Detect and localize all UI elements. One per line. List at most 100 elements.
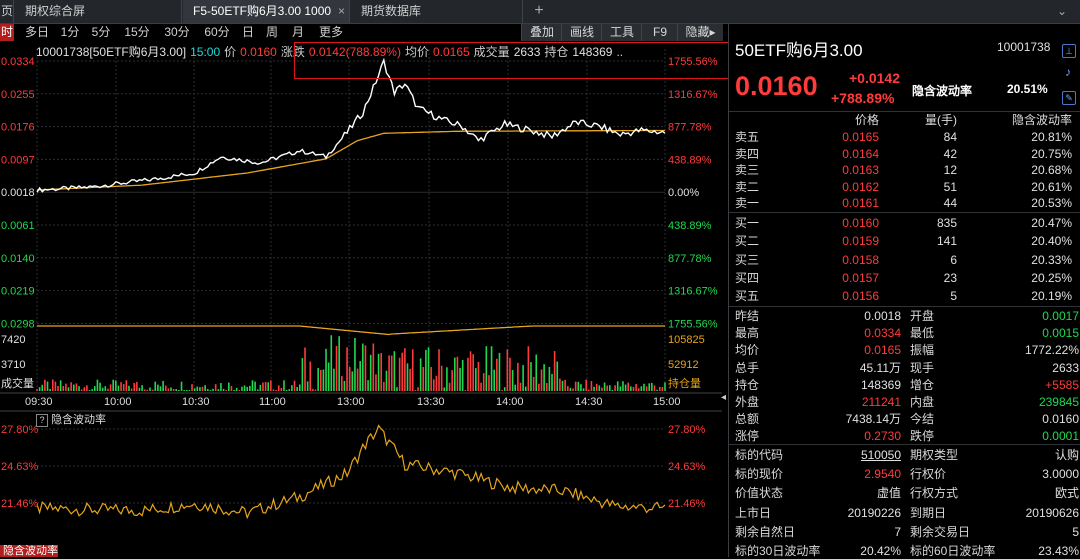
period-button[interactable]: 多日	[24, 25, 49, 39]
f9-button[interactable]: F9	[641, 24, 678, 41]
stat-row[interactable]: 价值状态 虚值 行权方式 欧式	[729, 485, 1080, 501]
stat-row[interactable]: 昨结 0.0018 开盘 0.0017	[729, 308, 1080, 324]
volume-bar	[582, 388, 585, 391]
stat-row[interactable]: 总额 7438.14万 今结 0.0160	[729, 411, 1080, 427]
tab-label: F5-50ETF购6月3.00 1000	[193, 4, 332, 18]
stat-label: 期权类型	[910, 448, 959, 462]
bid-row[interactable]: 买四 0.0157 23 20.25%	[729, 270, 1080, 286]
ask-row[interactable]: 卖三 0.0163 12 20.68%	[729, 162, 1080, 178]
stat-row[interactable]: 外盘 211241 内盘 239845	[729, 394, 1080, 410]
edit-icon[interactable]: ✎	[1062, 91, 1076, 105]
add-tab-icon[interactable]: +	[534, 2, 544, 19]
volume-bar	[475, 368, 477, 391]
stat-value: 20.42%	[860, 544, 901, 558]
period-button[interactable]: 15分	[124, 25, 150, 39]
ask-row[interactable]: 卖四 0.0164 42 20.75%	[729, 146, 1080, 162]
tools-button[interactable]: 工具	[601, 24, 642, 41]
stat-row[interactable]: 剩余自然日 7 剩余交易日 5	[729, 524, 1080, 540]
stat-label: 到期日	[910, 505, 947, 520]
orderbook-header: 价格 量(手) 隐含波动率	[729, 112, 1080, 128]
volume-bar	[372, 343, 375, 391]
volume-bar	[630, 386, 632, 391]
bid-vol: 5	[950, 289, 957, 304]
tab-page[interactable]: 页	[0, 0, 14, 23]
ask-row[interactable]: 卖二 0.0162 51 20.61%	[729, 179, 1080, 195]
period-button[interactable]: 5分	[91, 25, 111, 39]
price-label: 价	[224, 45, 237, 59]
stat-label: 持仓	[735, 377, 760, 392]
period-button[interactable]: 周	[265, 25, 278, 39]
stat-row[interactable]: 总手 45.11万 现手 2633	[729, 360, 1080, 376]
period-button[interactable]: 30分	[164, 25, 190, 39]
volume-bar	[317, 368, 319, 391]
volume-bar	[230, 386, 233, 391]
volume-bar	[99, 382, 101, 391]
ask-level: 卖五	[735, 130, 760, 144]
volume-bar	[270, 380, 272, 391]
stat-row[interactable]: 涨停 0.2730 跌停 0.0001	[729, 428, 1080, 444]
volume-bar	[388, 355, 390, 391]
period-button[interactable]: 60分	[204, 25, 230, 39]
help-icon[interactable]: ?	[36, 414, 48, 427]
period-button[interactable]: 月	[291, 25, 304, 39]
bid-iv: 20.47%	[1031, 216, 1072, 230]
volume-bar	[206, 389, 209, 391]
price-tick-right: 877.78%	[668, 253, 712, 265]
volume-bar	[193, 388, 196, 391]
volume-bar	[451, 370, 453, 391]
volume-bar	[141, 385, 143, 391]
stat-row[interactable]: 标的现价 2.9540 行权价 3.0000	[729, 466, 1080, 482]
hide-button[interactable]: 隐藏▸	[677, 24, 723, 41]
bid-row[interactable]: 买一 0.0160 835 20.47%	[729, 215, 1080, 231]
price-tick-left: 0.0140	[1, 253, 35, 265]
volume-bar	[41, 384, 44, 391]
header-vol: 量(手)	[925, 113, 957, 127]
stat-row[interactable]: 均价 0.0165 振幅 1772.22%	[729, 342, 1080, 358]
ask-iv: 20.68%	[1031, 163, 1072, 178]
volume-bar	[524, 386, 527, 391]
stat-label: 标的代码	[735, 448, 784, 462]
stat-row[interactable]: 标的30日波动率 20.42% 标的60日波动率 23.43%	[729, 543, 1080, 559]
volume-bar	[456, 356, 459, 391]
bottom-tab-iv[interactable]: 隐含波动率	[0, 545, 58, 557]
bid-vol: 141	[936, 234, 957, 249]
ask-row[interactable]: 卖一 0.0161 44 20.53%	[729, 195, 1080, 211]
intraday-chart[interactable]: 0.0334 1755.56% 0.0255 1316.67% 0.0176 877.78…	[0, 41, 728, 557]
pin-icon[interactable]: ⊥	[1062, 44, 1076, 58]
bid-row[interactable]: 买五 0.0156 5 20.19%	[729, 288, 1080, 304]
price-tick-right: 438.89%	[668, 220, 712, 232]
volume-bar	[640, 386, 643, 391]
volume-bar	[477, 361, 480, 391]
stat-row[interactable]: 标的代码 510050 期权类型 认购	[729, 447, 1080, 463]
bell-icon[interactable]: ♪	[1065, 65, 1071, 79]
period-button[interactable]: 日	[241, 25, 254, 39]
volume-bar	[120, 382, 122, 391]
tab-futures-db[interactable]: 期货数据库	[351, 0, 523, 23]
period-button[interactable]: 1分	[60, 25, 80, 39]
time-tick: 13:30	[417, 396, 445, 408]
volume-bar	[319, 369, 322, 391]
period-more-button[interactable]: 更多	[318, 25, 343, 39]
overlay-button[interactable]: 叠加	[521, 24, 562, 41]
chevron-down-icon[interactable]: ⌄	[1056, 4, 1068, 18]
draw-line-button[interactable]: 画线	[561, 24, 602, 41]
bid-row[interactable]: 买二 0.0159 141 20.40%	[729, 233, 1080, 249]
close-icon[interactable]: ×	[337, 4, 345, 18]
volume-bar	[574, 381, 577, 391]
stat-row[interactable]: 最高 0.0334 最低 0.0015	[729, 325, 1080, 341]
period-button[interactable]: 时	[0, 24, 14, 41]
stat-label: 剩余自然日	[735, 524, 796, 539]
stat-row[interactable]: 持仓 148369 增仓 +5585	[729, 377, 1080, 393]
volume-bar	[54, 381, 57, 391]
tab-option-detail[interactable]: F5-50ETF购6月3.00 1000 ×	[183, 0, 350, 23]
tab-option-screen[interactable]: 期权综合屏	[15, 0, 182, 23]
stat-row[interactable]: 上市日 20190226 到期日 20190626	[729, 505, 1080, 521]
volume-bar	[199, 387, 201, 391]
volume-bar	[346, 347, 348, 391]
bid-row[interactable]: 买三 0.0158 6 20.33%	[729, 252, 1080, 268]
collapse-panel-icon[interactable]: ◂	[721, 392, 727, 403]
ask-row[interactable]: 卖五 0.0165 84 20.81%	[729, 129, 1080, 145]
volume-bar	[222, 388, 225, 391]
volume-bar	[354, 338, 356, 391]
quote-price: 0.0160	[240, 45, 277, 59]
